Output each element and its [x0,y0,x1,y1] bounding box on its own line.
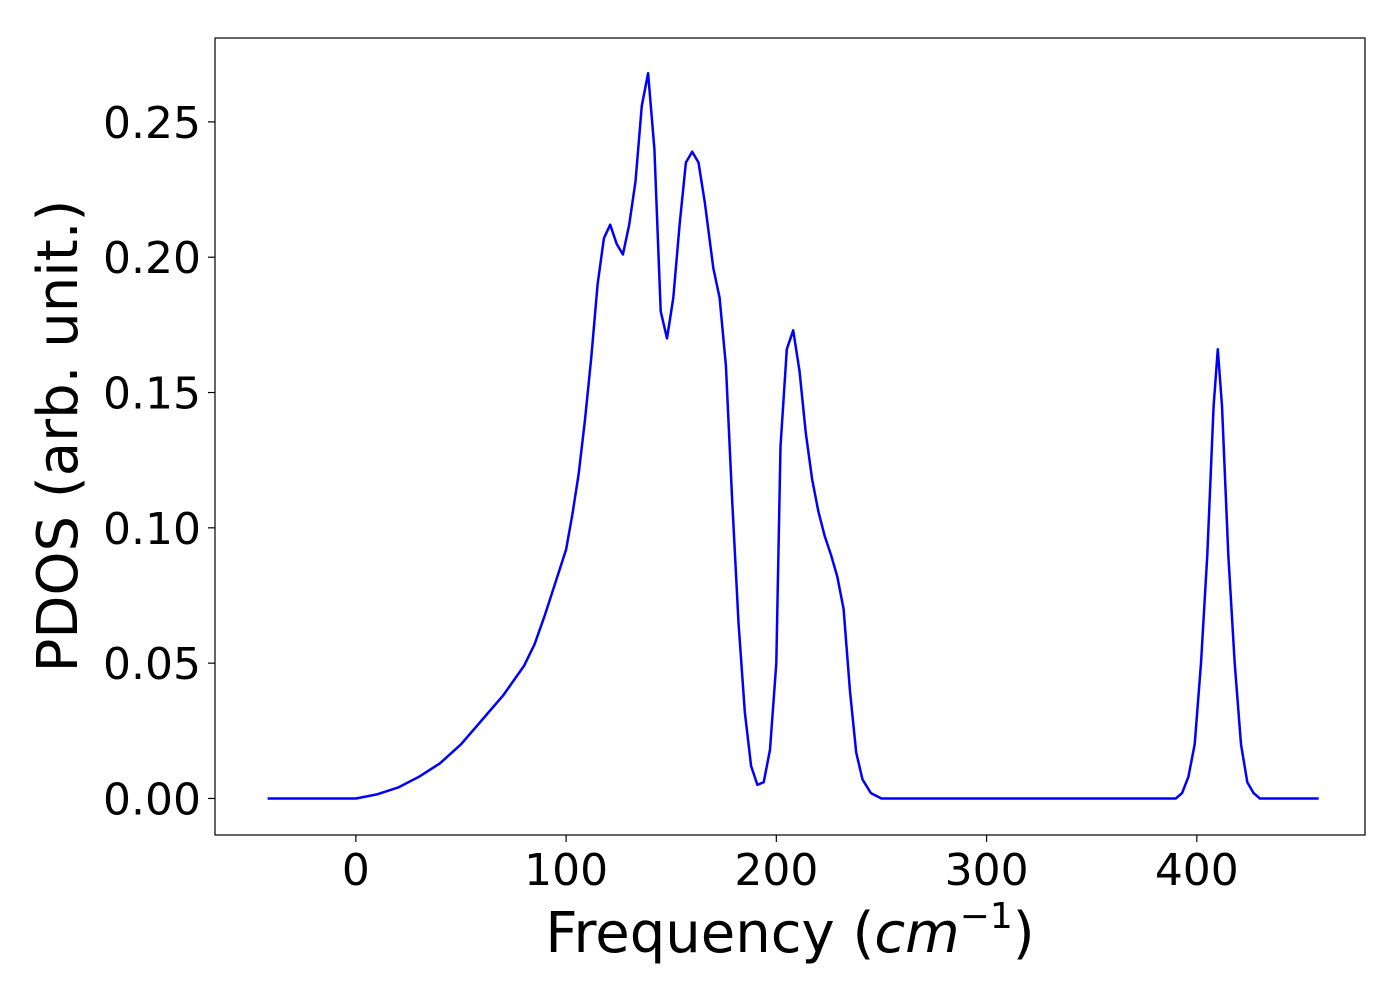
y-tick-label: 0.25 [103,98,201,149]
x-axis-label: Frequency (cm−1) [545,896,1034,966]
x-tick-label: 100 [524,845,608,896]
x-tick-label: 0 [342,845,370,896]
x-axis-ticks: 0 100 200 300 400 [342,835,1239,896]
x-tick-label: 300 [945,845,1029,896]
y-tick-label: 0.10 [103,504,201,555]
y-tick-label: 0.15 [103,369,201,420]
plot-area-background [215,38,1365,835]
x-tick-label: 400 [1155,845,1239,896]
y-tick-label: 0.20 [103,233,201,284]
plot-frame [214,37,1366,836]
y-tick-label: 0.05 [103,639,201,690]
y-tick-label: 0.00 [103,774,201,825]
y-axis-label: PDOS (arb. unit.) [26,200,91,673]
pdos-series-line [267,71,1319,800]
x-tick-label: 200 [734,845,818,896]
y-axis-ticks: 0.00 0.05 0.10 0.15 0.20 0.25 [103,98,215,825]
